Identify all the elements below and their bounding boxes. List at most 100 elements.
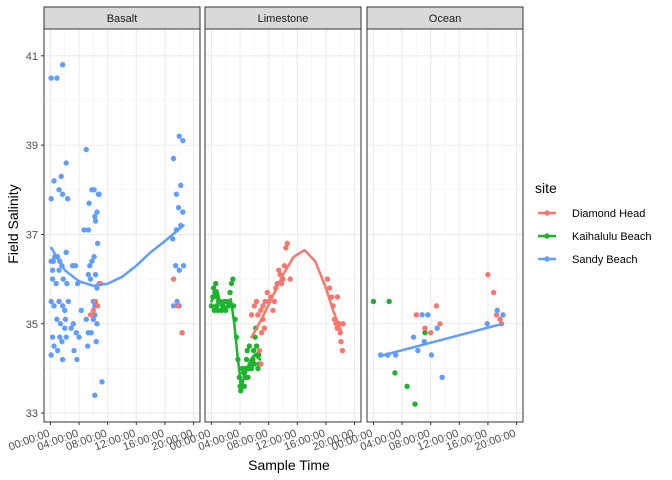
- point-kaihalulu-beach: [250, 347, 257, 354]
- point-sandy-beach: [170, 155, 177, 162]
- point-sandy-beach: [59, 303, 66, 309]
- point-diamond-head: [413, 312, 420, 318]
- point-sandy-beach: [50, 258, 57, 264]
- point-sandy-beach: [54, 75, 60, 81]
- point-diamond-head: [427, 329, 434, 336]
- point-diamond-head: [326, 285, 333, 291]
- point-sandy-beach: [59, 356, 66, 363]
- point-sandy-beach: [81, 227, 87, 233]
- point-sandy-beach: [51, 303, 57, 309]
- point-diamond-head: [258, 329, 265, 336]
- point-sandy-beach: [94, 209, 100, 215]
- point-sandy-beach: [49, 267, 56, 273]
- point-sandy-beach: [83, 146, 89, 153]
- legend-label-diamond-head: Diamond Head: [572, 208, 645, 220]
- point-diamond-head: [485, 271, 491, 278]
- point-diamond-head: [258, 307, 264, 314]
- facet-strip-label: Limestone: [258, 13, 309, 25]
- point-sandy-beach: [176, 267, 182, 273]
- point-diamond-head: [287, 276, 293, 282]
- point-kaihalulu-beach: [238, 388, 244, 394]
- legend-title: site: [535, 180, 557, 196]
- point-diamond-head: [87, 312, 94, 318]
- point-sandy-beach: [64, 196, 71, 202]
- point-kaihalulu-beach: [210, 285, 217, 291]
- legend-point: [544, 256, 550, 262]
- point-sandy-beach: [180, 209, 186, 215]
- point-diamond-head: [490, 289, 497, 296]
- point-sandy-beach: [96, 191, 102, 197]
- point-sandy-beach: [54, 347, 61, 354]
- point-diamond-head: [276, 267, 282, 273]
- point-diamond-head: [339, 347, 346, 354]
- point-sandy-beach: [72, 262, 79, 269]
- point-kaihalulu-beach: [213, 280, 219, 287]
- point-sandy-beach: [68, 325, 74, 331]
- y-axis-title: Field Salinity: [5, 184, 21, 263]
- point-sandy-beach: [49, 276, 56, 282]
- point-kaihalulu-beach: [208, 303, 215, 309]
- point-kaihalulu-beach: [243, 356, 250, 363]
- point-sandy-beach: [176, 133, 182, 139]
- point-sandy-beach: [91, 254, 97, 260]
- facet-basalt: Basalt: [43, 6, 201, 423]
- point-sandy-beach: [59, 62, 66, 68]
- x-axis-title: Sample Time: [248, 457, 330, 473]
- y-axis: 33 35 37 39 41: [26, 51, 44, 420]
- trend-line-diamond-head: [250, 248, 343, 339]
- point-kaihalulu-beach: [223, 307, 229, 314]
- legend-key-sandy-beach: [538, 256, 556, 262]
- legend: site Diamond Head Kaihalulu Beach Sandy Be…: [535, 180, 652, 266]
- point-sandy-beach: [62, 325, 68, 331]
- facet-ocean: Ocean: [366, 6, 524, 423]
- point-kaihalulu-beach: [251, 361, 258, 367]
- point-sandy-beach: [484, 321, 490, 327]
- legend-label-kaihalulu-beach: Kaihalulu Beach: [572, 231, 652, 243]
- point-diamond-head: [175, 303, 181, 309]
- point-sandy-beach: [62, 307, 68, 314]
- point-kaihalulu-beach: [245, 374, 251, 381]
- point-sandy-beach: [56, 187, 62, 193]
- point-diamond-head: [260, 303, 266, 309]
- point-diamond-head: [437, 321, 443, 327]
- point-diamond-head: [90, 307, 97, 314]
- point-kaihalulu-beach: [248, 365, 255, 372]
- legend-key-diamond-head: [538, 210, 556, 216]
- point-diamond-head: [281, 262, 288, 269]
- point-sandy-beach: [410, 334, 417, 340]
- point-kaihalulu-beach: [246, 343, 253, 349]
- point-diamond-head: [284, 240, 290, 247]
- point-sandy-beach: [94, 321, 100, 327]
- point-sandy-beach: [99, 379, 105, 385]
- legend-point: [544, 210, 550, 216]
- point-sandy-beach: [58, 173, 64, 180]
- facet-panels: Basalt Limestone Ocean: [43, 6, 524, 423]
- facet-strip-label: Basalt: [107, 13, 138, 25]
- point-sandy-beach: [57, 334, 63, 340]
- point-sandy-beach: [92, 392, 98, 398]
- point-sandy-beach: [94, 240, 101, 247]
- point-diamond-head: [248, 312, 255, 318]
- point-sandy-beach: [60, 276, 67, 282]
- point-sandy-beach: [83, 316, 89, 322]
- point-diamond-head: [253, 298, 260, 305]
- point-sandy-beach: [175, 204, 182, 211]
- point-sandy-beach: [54, 316, 60, 322]
- y-tick-label: 35: [26, 319, 38, 331]
- point-kaihalulu-beach: [370, 298, 377, 305]
- point-kaihalulu-beach: [404, 383, 410, 389]
- point-sandy-beach: [90, 316, 97, 322]
- point-kaihalulu-beach: [227, 289, 233, 296]
- trend-line-kaihalulu-beach: [210, 289, 262, 384]
- facet-limestone: Limestone: [204, 6, 362, 423]
- point-sandy-beach: [93, 338, 99, 345]
- point-kaihalulu-beach: [386, 298, 392, 305]
- point-sandy-beach: [91, 187, 97, 193]
- point-sandy-beach: [88, 329, 94, 336]
- point-sandy-beach: [64, 280, 70, 287]
- point-kaihalulu-beach: [241, 383, 248, 389]
- point-sandy-beach: [51, 343, 57, 349]
- x-axis: 00:00:0004:00:0008:00:0012:00:0016:00:00…: [7, 422, 518, 453]
- legend-point: [544, 233, 550, 239]
- point-sandy-beach: [63, 334, 69, 340]
